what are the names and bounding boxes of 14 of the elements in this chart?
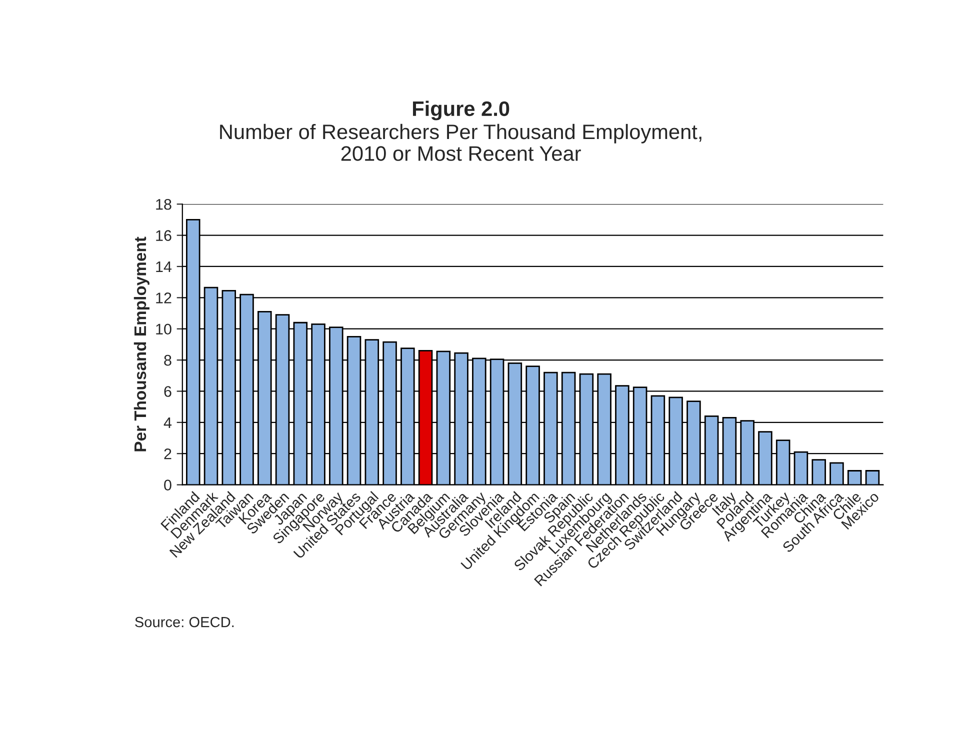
y-tick-label: 18: [156, 198, 172, 210]
y-axis-title: Per Thousand Employment: [134, 236, 150, 452]
y-tick-label: 8: [164, 354, 172, 366]
y-tick-label: 16: [156, 230, 172, 241]
y-tick-label: 14: [156, 262, 172, 272]
y-tick-label: 10: [156, 324, 172, 335]
y-tick-label: 4: [164, 417, 172, 428]
source-note: Source: OECD.: [135, 616, 234, 628]
chart-title: Figure 2.0: [412, 100, 510, 120]
chart-subtitle: Number of Researchers Per Thousand Employment, 2010 or Most Recent Year: [220, 124, 702, 161]
y-tick-label: 2: [164, 448, 172, 460]
y-tick-label: 12: [156, 292, 172, 304]
y-tick-label: 6: [164, 386, 172, 397]
y-tick-label: 0: [164, 480, 172, 490]
